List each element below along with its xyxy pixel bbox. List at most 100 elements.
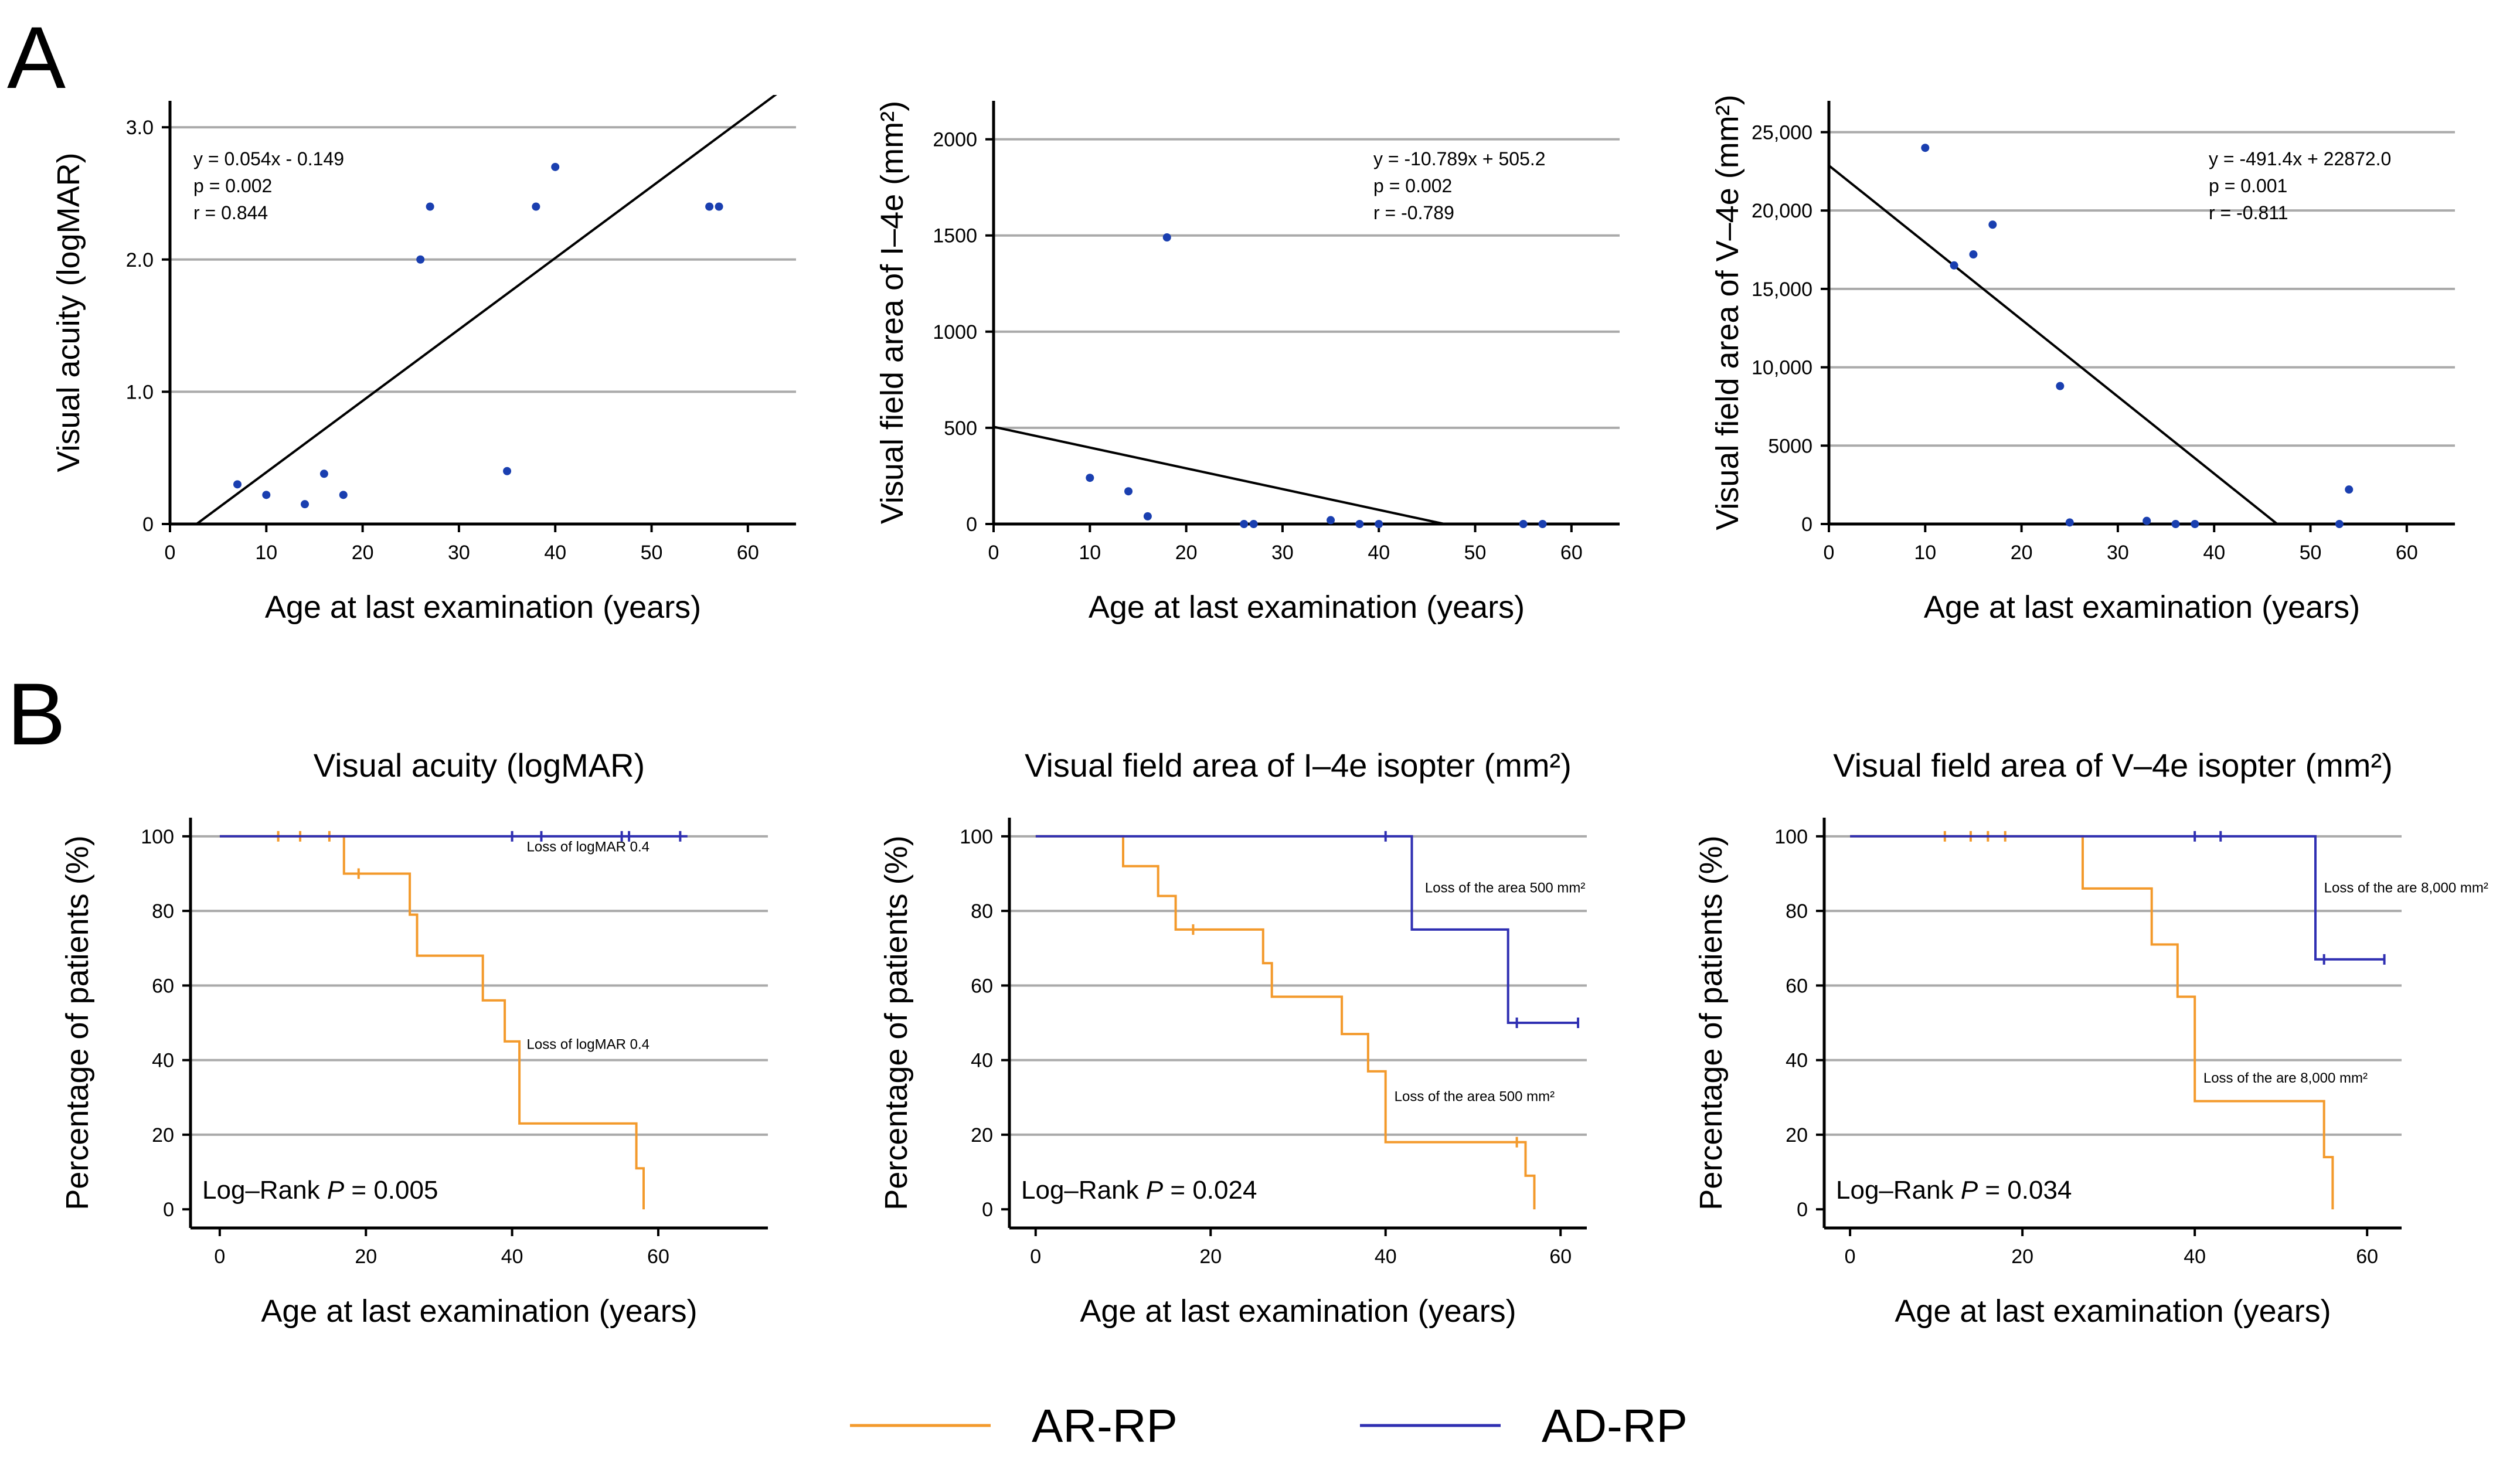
chart-5: 0 20 40 60 0 20 40 60 80 100 Age at last examinati… bbox=[879, 747, 1587, 1329]
curve-annotation: Loss of the area 500 mm² bbox=[1425, 880, 1585, 896]
x-tick-label: 50 bbox=[1464, 542, 1487, 564]
x-axis-title: Age at last examination (years) bbox=[1924, 590, 2360, 625]
y-tick-label: 0 bbox=[163, 1199, 174, 1221]
y-tick-label: 0 bbox=[1797, 1199, 1808, 1221]
x-tick-label: 40 bbox=[1368, 542, 1390, 564]
legend-label-ar-rp: AR-RP bbox=[1032, 1400, 1178, 1452]
chart-3: 0 10 20 30 40 50 60 0 5000 10,000 15,000 20,000 25,0… bbox=[1710, 94, 2455, 625]
y-tick-label: 2.0 bbox=[126, 249, 154, 271]
data-point bbox=[339, 491, 348, 499]
data-point bbox=[426, 202, 434, 211]
x-tick-label: 50 bbox=[2300, 542, 2322, 564]
logrank-value: = 0.024 bbox=[1163, 1176, 1257, 1205]
chart-6: 0 20 40 60 0 20 40 60 80 100 Age at last examinati… bbox=[1693, 747, 2488, 1329]
panel-letter-a: A bbox=[7, 8, 66, 107]
data-point bbox=[262, 491, 271, 499]
y-tick-label: 100 bbox=[1774, 826, 1808, 848]
logrank-label: Log–Rank P = 0.005 bbox=[202, 1176, 438, 1205]
y-tick-label: 0 bbox=[982, 1199, 993, 1221]
x-tick-label: 0 bbox=[214, 1246, 225, 1268]
panel-letter-b: B bbox=[7, 665, 66, 763]
x-tick-label: 40 bbox=[2184, 1246, 2206, 1268]
data-point bbox=[551, 162, 560, 171]
x-tick-label: 60 bbox=[737, 542, 759, 564]
x-tick-label: 20 bbox=[355, 1246, 377, 1268]
data-point bbox=[319, 469, 328, 478]
y-tick-label: 60 bbox=[971, 975, 993, 997]
x-tick-label: 0 bbox=[165, 542, 176, 564]
stat-line: p = 0.002 bbox=[1373, 175, 1452, 196]
y-tick-label: 20 bbox=[152, 1124, 174, 1146]
chart-title: Visual acuity (logMAR) bbox=[314, 747, 645, 784]
chart-1: 0 10 20 30 40 50 60 0 1.0 2.0 3.0 Age at last exami… bbox=[51, 95, 796, 625]
data-point bbox=[1538, 520, 1547, 528]
y-axis-title: Percentage of patients (%) bbox=[60, 835, 95, 1210]
x-axis-title: Age at last examination (years) bbox=[1895, 1294, 2331, 1329]
x-tick-label: 0 bbox=[1030, 1246, 1041, 1268]
x-tick-label: 40 bbox=[1375, 1246, 1397, 1268]
x-tick-label: 0 bbox=[1845, 1246, 1856, 1268]
regression-line bbox=[194, 95, 777, 524]
stat-line: y = -491.4x + 22872.0 bbox=[2209, 148, 2391, 169]
legend: AR-RP AD-RP bbox=[850, 1400, 1688, 1452]
y-tick-label: 25,000 bbox=[1752, 121, 1812, 144]
y-tick-label: 20 bbox=[1786, 1124, 1808, 1146]
logrank-prefix: Log–Rank bbox=[202, 1176, 327, 1205]
x-tick-label: 40 bbox=[544, 542, 566, 564]
y-tick-label: 1.0 bbox=[126, 381, 154, 403]
x-tick-label: 30 bbox=[2107, 542, 2129, 564]
y-axis-title: Visual field area of V–4e (mm²) bbox=[1710, 94, 1745, 530]
x-tick-label: 10 bbox=[1079, 542, 1101, 564]
y-tick-label: 80 bbox=[971, 900, 993, 923]
data-point bbox=[416, 255, 425, 264]
series-ar-rp-line bbox=[1035, 835, 1536, 1210]
data-point bbox=[2171, 520, 2180, 528]
y-tick-label: 10,000 bbox=[1752, 357, 1812, 379]
series-ar-rp-line bbox=[1850, 835, 2334, 1210]
x-tick-label: 60 bbox=[647, 1246, 669, 1268]
data-point bbox=[2142, 516, 2151, 525]
data-point bbox=[1240, 520, 1249, 528]
curve-annotation: Loss of logMAR 0.4 bbox=[527, 1037, 649, 1053]
data-point bbox=[301, 500, 310, 509]
data-point bbox=[2345, 485, 2354, 494]
curve-annotation: Loss of logMAR 0.4 bbox=[527, 839, 649, 855]
chart-title: Visual field area of V–4e isopter (mm²) bbox=[1833, 747, 2393, 784]
curve-annotation: Loss of the are 8,000 mm² bbox=[2203, 1070, 2368, 1086]
x-tick-label: 40 bbox=[501, 1246, 523, 1268]
x-tick-label: 60 bbox=[1549, 1246, 1572, 1268]
x-tick-label: 60 bbox=[2356, 1246, 2378, 1268]
y-tick-label: 60 bbox=[152, 975, 174, 997]
logrank-value: = 0.005 bbox=[344, 1176, 438, 1205]
logrank-p-symbol: P bbox=[327, 1176, 345, 1205]
logrank-prefix: Log–Rank bbox=[1021, 1176, 1146, 1205]
series-ad-rp-line bbox=[1850, 835, 2385, 961]
data-point bbox=[1327, 516, 1335, 525]
x-tick-label: 50 bbox=[641, 542, 663, 564]
y-axis-title: Percentage of patients (%) bbox=[1693, 835, 1729, 1210]
y-tick-label: 0 bbox=[142, 513, 154, 536]
chart-4: 0 20 40 60 0 20 40 60 80 100 Age at last examinati… bbox=[60, 747, 768, 1329]
x-tick-label: 20 bbox=[352, 542, 374, 564]
x-tick-label: 30 bbox=[1271, 542, 1294, 564]
data-point bbox=[1950, 261, 1958, 270]
x-tick-label: 20 bbox=[2011, 542, 2033, 564]
y-tick-label: 20,000 bbox=[1752, 200, 1812, 222]
y-tick-label: 1500 bbox=[933, 225, 977, 247]
logrank-prefix: Log–Rank bbox=[1836, 1176, 1961, 1205]
y-tick-label: 40 bbox=[971, 1050, 993, 1072]
regression-line bbox=[994, 426, 1450, 524]
data-point bbox=[1143, 512, 1152, 520]
data-point bbox=[2056, 382, 2065, 390]
x-tick-label: 20 bbox=[1199, 1246, 1222, 1268]
data-point bbox=[1249, 520, 1258, 528]
data-point bbox=[2335, 520, 2344, 528]
logrank-p-symbol: P bbox=[1146, 1176, 1164, 1205]
y-axis-title: Percentage of patients (%) bbox=[879, 835, 914, 1210]
x-tick-label: 60 bbox=[2396, 542, 2418, 564]
x-tick-label: 20 bbox=[1175, 542, 1198, 564]
stat-line: p = 0.001 bbox=[2209, 175, 2287, 196]
y-axis-title: Visual field area of I–4e (mm²) bbox=[875, 101, 910, 524]
logrank-p-symbol: P bbox=[1961, 1176, 1978, 1205]
